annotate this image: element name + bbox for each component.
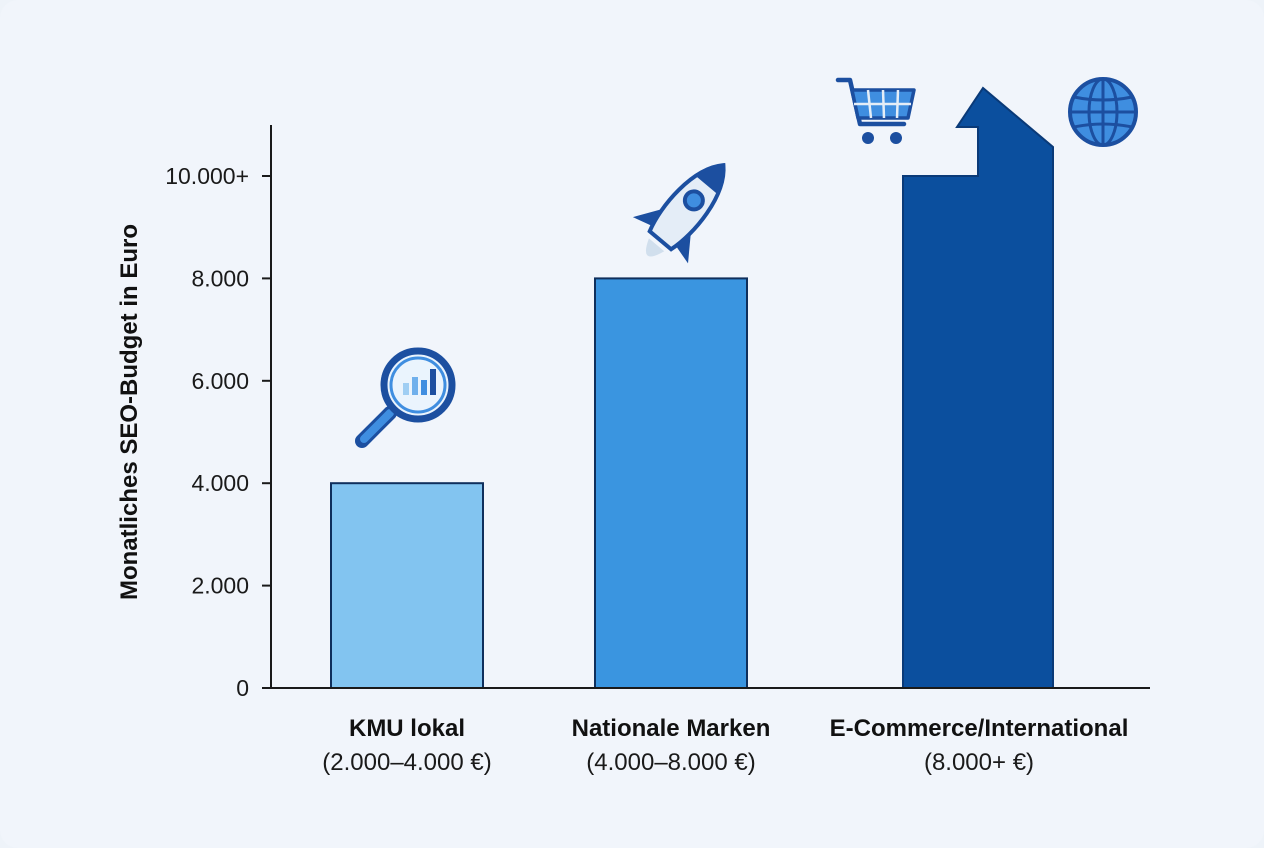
y-tick-label: 4.000	[191, 470, 249, 496]
y-tick-label: 0	[236, 675, 249, 701]
magnifier-chart-icon	[355, 347, 456, 448]
rocket-icon	[632, 162, 726, 264]
x-category-name: E-Commerce/International	[830, 715, 1129, 742]
y-tick-label: 6.000	[191, 368, 249, 394]
axes-layer	[270, 125, 1150, 689]
bar-nationale-marken	[594, 277, 748, 689]
bar-kmu-lokal	[330, 482, 484, 690]
y-tick-label: 10.000+	[165, 163, 249, 189]
bars-layer	[330, 86, 1054, 690]
shopping-cart-icon	[835, 77, 916, 144]
bar-e-commerce-international	[902, 86, 1054, 689]
x-category-range: (4.000–8.000 €)	[586, 749, 755, 776]
y-axis-label: Monatliches SEO-Budget in Euro	[116, 224, 143, 600]
y-ticks: 0 2.000 4.000 6.000 8.000 10.000+	[165, 163, 271, 701]
x-category-name: KMU lokal	[349, 715, 465, 742]
globe-icon	[1068, 77, 1138, 147]
x-category-name: Nationale Marken	[572, 715, 771, 742]
y-tick-label: 2.000	[191, 573, 249, 599]
x-category-range: (8.000+ €)	[924, 749, 1034, 776]
x-labels: KMU lokal (2.000–4.000 €) Nationale Marken…	[322, 715, 1128, 776]
x-category-range: (2.000–4.000 €)	[322, 749, 491, 776]
y-tick-label: 8.000	[191, 265, 249, 291]
